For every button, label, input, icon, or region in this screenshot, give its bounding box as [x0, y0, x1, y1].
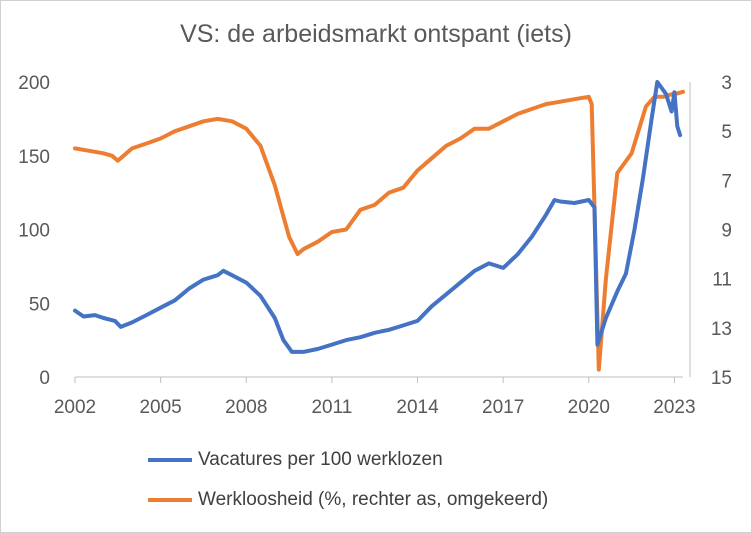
- x-tick-label: 2011: [311, 397, 352, 418]
- y-right-tick-label: 11: [712, 270, 732, 291]
- y-right-tick-label: 9: [721, 221, 732, 242]
- y-left-tick-label: 0: [39, 368, 50, 389]
- series-line-unemployment: [73, 89, 685, 372]
- series-layer: [73, 80, 685, 372]
- legend-item-vacancies: Vacatures per 100 werklozen: [148, 445, 443, 475]
- y-left-tick-label: 200: [18, 73, 50, 94]
- legend-item-unemployment: Werkloosheid (%, rechter as, omgekeerd): [148, 485, 548, 515]
- x-tick-label: 2014: [396, 397, 439, 418]
- x-tick-label: 2020: [568, 397, 610, 418]
- y-left-tick-label: 50: [29, 294, 50, 315]
- x-tick-label: 2017: [482, 397, 524, 418]
- y-right-tick-label: 15: [711, 368, 732, 389]
- legend-swatch-vacancies: [148, 458, 192, 462]
- x-tick-label: 2005: [139, 397, 181, 418]
- y-left-tick-label: 100: [18, 221, 50, 242]
- legend-swatch-unemployment: [148, 498, 192, 502]
- y-right-tick-label: 3: [721, 73, 732, 94]
- x-tick-label: 2023: [653, 397, 695, 418]
- x-tick-label: 2002: [54, 397, 96, 418]
- axes: 2002 2005 2008 2011 2014 2017 2020 202305010015…: [18, 73, 732, 418]
- chart-title: VS: de arbeidsmarkt ontspant (iets): [180, 20, 572, 48]
- y-right-tick-label: 5: [721, 122, 732, 143]
- series-line-vacancies: [73, 80, 683, 354]
- y-right-tick-label: 13: [711, 319, 732, 340]
- x-tick-label: 2008: [225, 397, 267, 418]
- legend-label-vacancies: Vacatures per 100 werklozen: [198, 449, 443, 470]
- legend-label-unemployment: Werkloosheid (%, rechter as, omgekeerd): [198, 489, 549, 510]
- y-left-tick-label: 150: [18, 147, 50, 168]
- y-right-tick-label: 7: [721, 171, 732, 192]
